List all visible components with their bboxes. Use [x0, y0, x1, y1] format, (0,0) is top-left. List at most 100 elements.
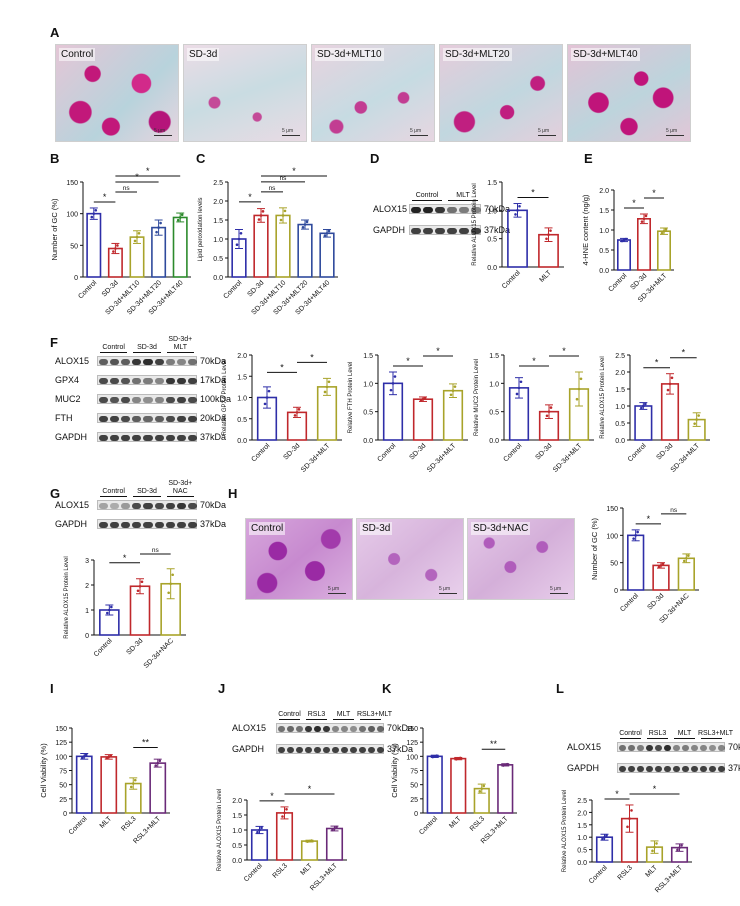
- data-point: [261, 210, 265, 213]
- data-point: [156, 761, 160, 765]
- data-point: [545, 414, 549, 418]
- blot-protein-label: ALOX15: [567, 742, 602, 752]
- micrograph-label: Control: [59, 48, 96, 61]
- x-tick-label: Control: [502, 442, 523, 463]
- chart-f4: 0.0 0.5 1.0 1.5 2.0 2.5 Relative ALOX15 Protei…: [600, 348, 710, 474]
- y-tick-label: 1.0: [237, 396, 247, 403]
- blot-band: [121, 435, 131, 441]
- blot-group-line: [620, 738, 641, 739]
- blot-band: [305, 747, 312, 753]
- data-point: [657, 565, 661, 569]
- micrograph-label: SD-3d+MLT40: [571, 48, 640, 61]
- data-point: [258, 828, 261, 832]
- bar: [319, 232, 335, 278]
- bar: [538, 233, 559, 268]
- blot-band: [110, 522, 120, 528]
- y-tick-label: 2.0: [232, 798, 242, 805]
- blot-band: [459, 207, 469, 213]
- data-point: [133, 239, 137, 243]
- data-point: [323, 390, 327, 394]
- blot-protein-label: GAPDH: [567, 763, 600, 773]
- y-tick-label: 50: [59, 783, 67, 790]
- bar: [636, 218, 651, 271]
- data-point: [626, 825, 629, 829]
- blot-band: [459, 228, 469, 234]
- blot-band: [110, 435, 120, 441]
- data-point: [133, 778, 137, 782]
- data-point: [661, 562, 665, 566]
- bar: [250, 829, 269, 861]
- blot-band: [132, 435, 142, 441]
- x-tick-label: Control: [77, 279, 98, 300]
- data-point: [237, 237, 241, 241]
- data-point: [605, 834, 608, 837]
- blot-protein-label: ALOX15: [232, 723, 267, 733]
- data-point: [159, 221, 162, 225]
- bar: [297, 223, 313, 278]
- y-axis-label: Relative MUC2 Protein Level: [474, 359, 480, 436]
- data-point: [651, 849, 654, 853]
- data-point: [695, 418, 698, 421]
- data-point: [90, 215, 94, 219]
- panel-letter-d: D: [370, 151, 380, 166]
- blot-band: [296, 747, 303, 753]
- bar: [652, 564, 670, 591]
- y-tick-label: 100: [406, 754, 418, 761]
- data-point: [453, 385, 457, 388]
- data-point: [624, 237, 628, 241]
- blot-band: [341, 747, 348, 753]
- blot-band: [187, 397, 197, 403]
- significance-label: *: [308, 784, 312, 794]
- blot-band: [664, 745, 671, 751]
- blot-group-line: [166, 352, 194, 353]
- bar: [412, 398, 434, 441]
- x-tick-label: SD-3d: [629, 272, 648, 291]
- scale-bar: 5 μm: [439, 586, 457, 594]
- blot-strip: [97, 413, 197, 423]
- y-tick-label: 1.5: [599, 208, 609, 215]
- y-tick-label: 0.0: [232, 858, 242, 865]
- x-tick-label: SD-3d+MLT20: [273, 279, 310, 316]
- blot-band: [143, 522, 153, 528]
- bar: [656, 230, 671, 271]
- data-point: [517, 386, 521, 390]
- blot-band: [314, 747, 321, 753]
- data-point: [622, 238, 626, 242]
- y-tick-label: 0.5: [577, 848, 587, 855]
- blot-mw-label: 17kDa: [200, 375, 227, 385]
- y-tick-label: 0.5: [487, 237, 497, 244]
- data-point: [158, 759, 162, 763]
- data-point: [653, 845, 656, 849]
- data-point: [505, 762, 509, 766]
- data-point: [107, 755, 111, 759]
- x-tick-label: RSL3: [120, 815, 137, 832]
- blot-band: [278, 747, 285, 753]
- micrograph-sd3d-mlt10: SD-3d+MLT10 5 μm: [311, 44, 435, 142]
- data-point: [519, 380, 523, 384]
- y-tick-label: 0.0: [489, 438, 499, 445]
- y-tick-label: 75: [59, 769, 67, 776]
- blot-group-label: RSL3: [307, 711, 326, 718]
- blot-band: [700, 745, 707, 751]
- bar: [256, 396, 278, 441]
- panel-letter-i: I: [50, 681, 54, 696]
- y-tick-label: 2.0: [599, 188, 609, 195]
- blot-mw-label: 37kDa: [387, 744, 414, 754]
- bar: [286, 411, 308, 441]
- data-point: [683, 559, 686, 563]
- blot-band: [176, 503, 186, 509]
- data-point: [169, 582, 172, 586]
- blot-band: [655, 766, 662, 772]
- micrograph-label: SD-3d: [187, 48, 220, 61]
- blot-band: [709, 766, 716, 772]
- blot-strip: [409, 204, 481, 214]
- blot-band: [132, 522, 142, 528]
- data-point: [301, 225, 305, 229]
- y-axis-label: Number of GC (%): [590, 517, 599, 580]
- data-point: [676, 848, 679, 852]
- bar: [86, 212, 102, 278]
- y-tick-label: 1.0: [232, 828, 242, 835]
- blot-band: [655, 745, 662, 751]
- blot-band: [673, 766, 680, 772]
- data-point: [628, 817, 631, 820]
